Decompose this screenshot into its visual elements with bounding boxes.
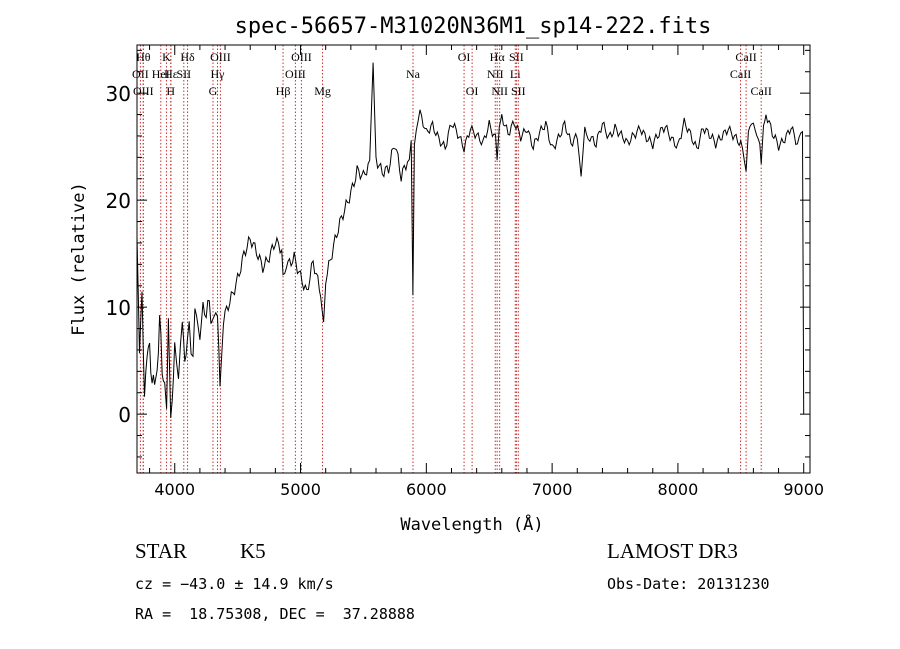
spectral-line-label: G [209, 84, 218, 98]
spectral-line-label: OIII [285, 67, 306, 81]
spectral-line-label: NII [487, 67, 504, 81]
x-tick-label: 7000 [532, 480, 573, 499]
spectral-line-label: SII [176, 67, 191, 81]
redshift-velocity: cz = −43.0 ± 14.9 km/s [135, 575, 334, 593]
spectral-line-label: CaII [730, 67, 751, 81]
y-tick-label: 0 [118, 403, 131, 427]
spectral-line-label: CaII [735, 50, 756, 64]
y-tick-label: 10 [106, 296, 131, 320]
x-tick-label: 5000 [280, 480, 321, 499]
spectral-line-label: Hδ [180, 50, 195, 64]
spectral-line-label: Hα [490, 50, 506, 64]
object-class: STAR [135, 539, 187, 563]
spectral-line-label: SII [511, 84, 526, 98]
observation-date: Obs-Date: 20131230 [607, 575, 770, 593]
spectral-line-label: Mg [314, 84, 331, 98]
plot-frame [136, 44, 811, 474]
spectral-line-label: CaII [751, 84, 772, 98]
spectral-subclass: K5 [240, 539, 266, 563]
plot-area [137, 62, 805, 418]
x-axis-label: Wavelength (Å) [400, 513, 543, 535]
spectral-line-label: OI [458, 50, 471, 64]
spectral-line-label: Hγ [211, 67, 226, 81]
x-tick-label: 8000 [658, 480, 699, 499]
spectral-line-label: OIII [291, 50, 312, 64]
survey-name: LAMOST DR3 [607, 539, 738, 563]
y-tick-label: 20 [106, 189, 131, 213]
spectral-line-label: NII [491, 84, 508, 98]
x-tick-label: 4000 [154, 480, 195, 499]
spectrum-series-line [137, 62, 805, 418]
spectral-line-label: OI [466, 84, 479, 98]
y-axis-label: Flux (relative) [69, 182, 89, 336]
coordinates: RA = 18.75308, DEC = 37.28888 [135, 605, 415, 623]
chart-title: spec-56657-M31020N36M1_sp14-222.fits [235, 14, 712, 39]
x-tick-label: 9000 [783, 480, 824, 499]
spectral-line-label: SII [509, 50, 524, 64]
spectral-line-label: Hθ [136, 50, 151, 64]
spectral-line-label: OII [132, 67, 149, 81]
line-markers: OIIOIIIHθHeIKHHεSIIHδGHγOIIIHβOIIIOIIIMg… [132, 45, 772, 473]
spectral-line-label: K [162, 50, 171, 64]
spectral-line-label: HeI [152, 67, 170, 81]
spectral-line-label: Hβ [276, 84, 291, 98]
spectral-line-label: OIII [210, 50, 231, 64]
spectral-line-label: Li [510, 67, 521, 81]
spectral-line-label: Hε [164, 67, 178, 81]
spectral-line-label: Na [406, 67, 421, 81]
y-tick-label: 30 [106, 82, 131, 106]
axes: 4000 5000 6000 7000 8000 9000 0 10 20 30 [106, 44, 824, 499]
x-tick-label: 6000 [406, 480, 447, 499]
